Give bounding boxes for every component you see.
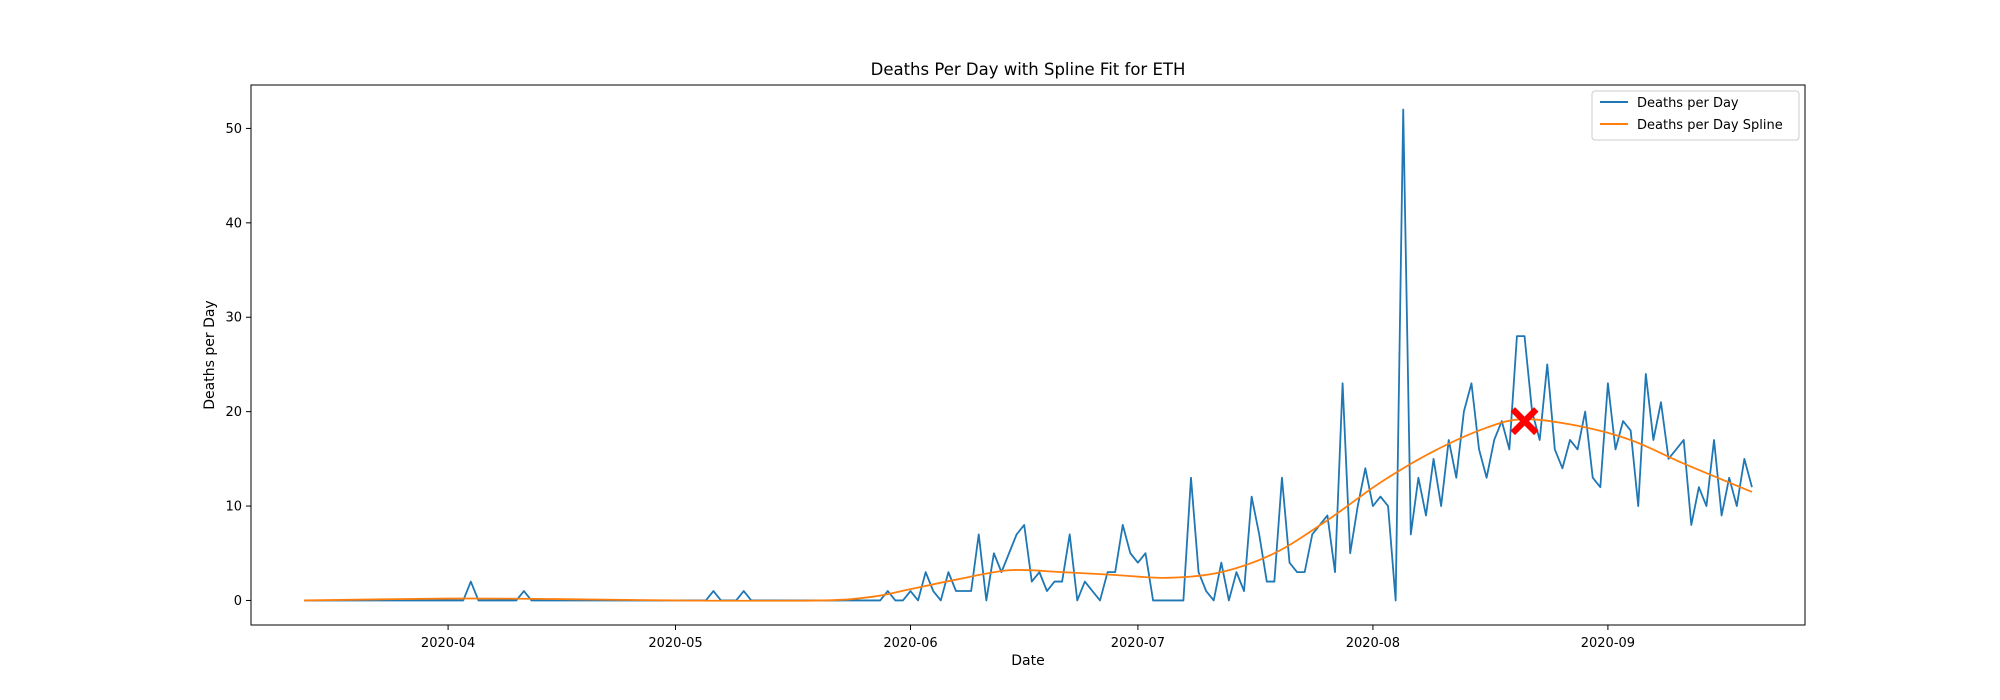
legend-label-spline: Deaths per Day Spline [1637,118,1783,133]
x-tick-label: 2020-06 [883,636,937,651]
x-tick-label: 2020-09 [1581,636,1635,651]
x-tick-label: 2020-08 [1346,636,1400,651]
x-axis-label: Date [1011,653,1044,669]
legend: Deaths per Day Deaths per Day Spline [1591,90,1800,141]
y-tick-label: 20 [225,405,242,420]
y-tick-label: 30 [225,311,242,326]
y-tick-label: 50 [225,122,242,137]
x-tick-label: 2020-05 [648,636,702,651]
y-tick-label: 0 [234,594,242,609]
x-tick-label: 2020-04 [421,636,475,651]
y-tick-label: 10 [225,500,242,515]
y-axis-label: Deaths per Day [202,300,218,409]
peak-marker [1510,407,1539,436]
x-tick-label: 2020-07 [1111,636,1165,651]
series-deaths-per-day-spline [304,418,1753,602]
series-deaths-per-day [304,108,1753,602]
legend-label-deaths: Deaths per Day [1637,96,1739,111]
chart-title: Deaths Per Day with Spline Fit for ETH [871,60,1186,79]
y-tick-label: 40 [225,216,242,231]
plot-frame [250,84,1806,626]
legend-box [1591,90,1800,141]
plot-area: 0 10 20 30 40 50 2020-04 2020-05 2020-06 2020-07 2… [225,84,1806,651]
